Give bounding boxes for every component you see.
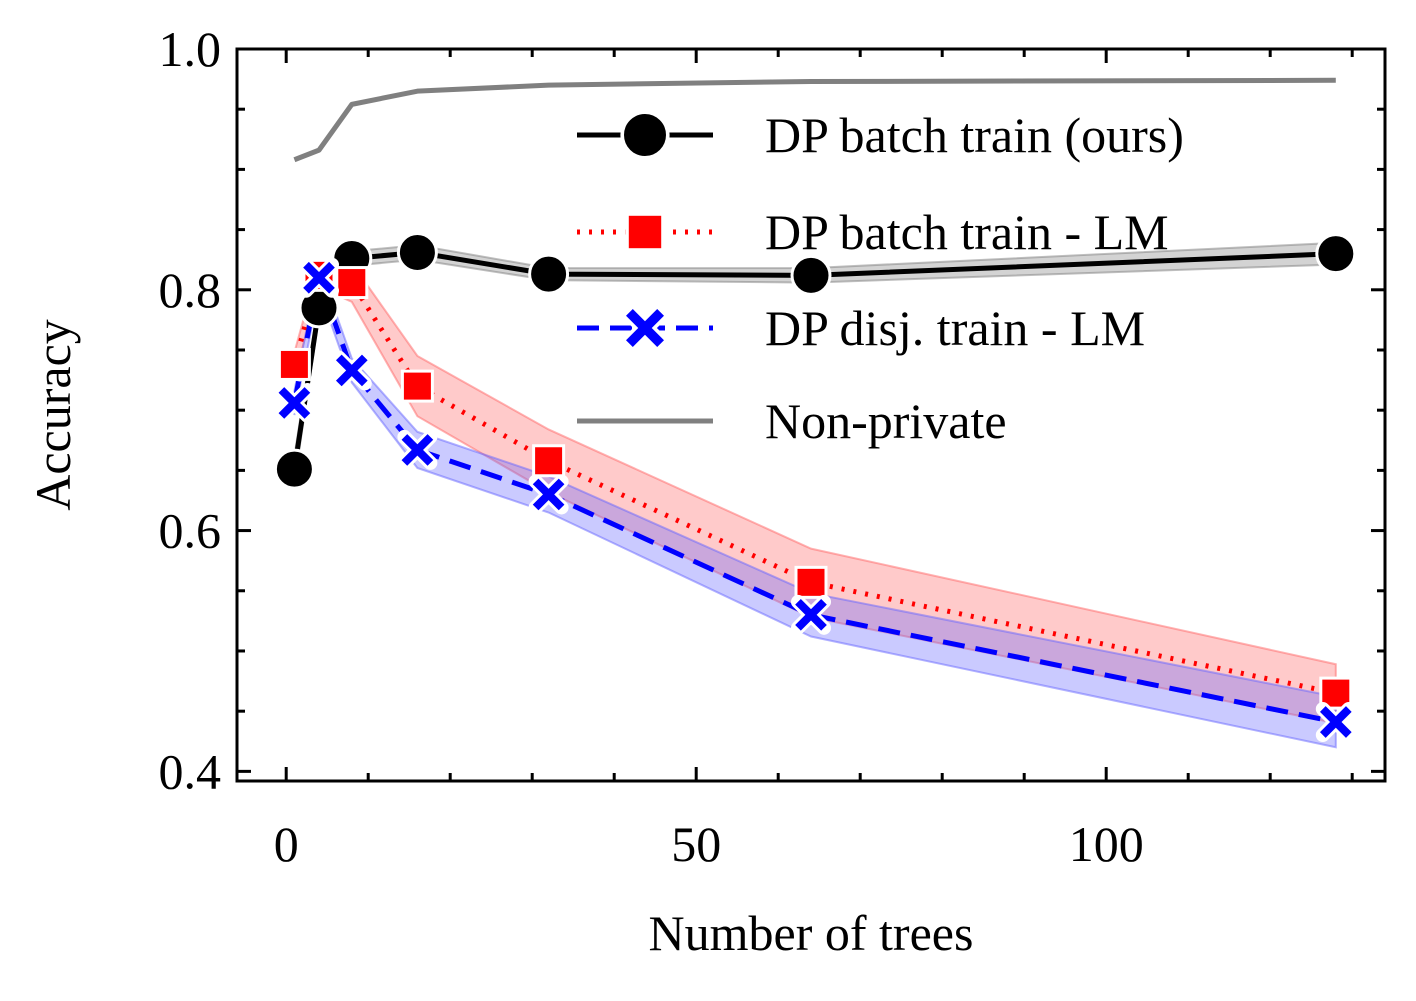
x-axis-title: Number of trees bbox=[649, 905, 974, 961]
marker-series-3-point-7-glyph bbox=[1319, 706, 1352, 738]
legend-marker-series-2 bbox=[625, 212, 665, 252]
legend-marker-series-3 bbox=[621, 304, 669, 352]
marker-series-3-point-4 bbox=[397, 429, 438, 470]
tick-labels: 0 50 100 0.4 0.6 0.8 1.0 bbox=[159, 21, 1144, 872]
legend-label-series-4: Non-private bbox=[765, 393, 1007, 449]
legend: DP batch train (ours) DP batch train - LM… bbox=[577, 107, 1184, 449]
y-tick-label-2: 0.6 bbox=[159, 503, 222, 559]
marker-series-3-point-3-glyph bbox=[335, 354, 368, 387]
marker-series-3-point-5 bbox=[528, 474, 569, 515]
marker-series-2-point-3 bbox=[335, 266, 369, 300]
marker-series-3-point-2-glyph bbox=[303, 261, 335, 294]
marker-series-3-point-1 bbox=[274, 382, 315, 423]
plot-frame bbox=[235, 47, 1387, 783]
marker-series-2-point-4 bbox=[400, 369, 434, 403]
y-tick-label-4: 1.0 bbox=[159, 21, 222, 77]
marker-series-2-point-1 bbox=[277, 347, 311, 381]
marker-series-3-point-6 bbox=[791, 594, 831, 635]
marker-series-3-point-2 bbox=[299, 257, 339, 298]
marker-series-1-point-4 bbox=[396, 231, 438, 273]
marker-series-1-point-1 bbox=[273, 448, 315, 490]
legend-marker-series-1 bbox=[620, 110, 670, 160]
x-tick-label-1: 0 bbox=[274, 816, 299, 872]
y-tick-label-1: 0.4 bbox=[159, 743, 222, 799]
series-markers bbox=[273, 231, 1357, 743]
y-tick-label-3: 0.8 bbox=[159, 262, 222, 318]
marker-series-2-point-5 bbox=[532, 444, 566, 478]
legend-label-series-3: DP disj. train - LM bbox=[765, 300, 1145, 356]
legend-label-series-1: DP batch train (ours) bbox=[765, 107, 1184, 163]
marker-series-1-point-6 bbox=[790, 254, 832, 296]
y-axis-title: Accuracy bbox=[25, 319, 81, 511]
marker-series-3-point-3 bbox=[331, 350, 372, 391]
marker-series-3-point-6-glyph bbox=[795, 599, 827, 631]
marker-series-2-point-6 bbox=[794, 565, 828, 599]
line-series-4 bbox=[293, 77, 1336, 163]
marker-series-3-point-1-glyph bbox=[278, 387, 311, 419]
marker-series-3-point-7 bbox=[1315, 702, 1356, 743]
marker-series-3-point-4-glyph bbox=[401, 434, 434, 466]
legend-marker-series-3-glyph bbox=[626, 309, 664, 347]
x-tick-label-2: 50 bbox=[671, 816, 721, 872]
marker-series-1-point-5 bbox=[528, 253, 570, 295]
marker-series-3-point-5-glyph bbox=[532, 478, 565, 511]
legend-label-series-2: DP batch train - LM bbox=[765, 204, 1169, 260]
x-tick-label-3: 100 bbox=[1069, 816, 1144, 872]
marker-series-1-point-7 bbox=[1315, 233, 1357, 275]
